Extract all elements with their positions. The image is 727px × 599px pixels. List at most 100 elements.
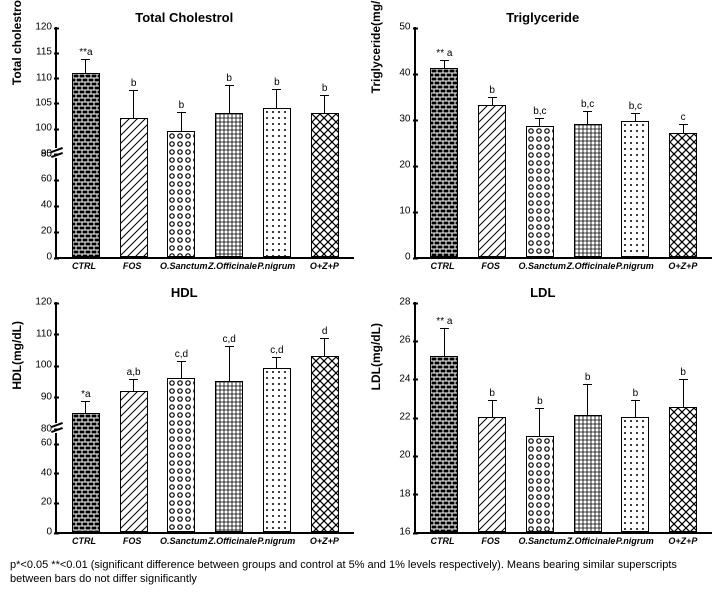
bars-area: *aa,bc,dc,dc,dd: [57, 302, 354, 532]
bar-wrap: d: [305, 302, 345, 532]
bar-wrap: b: [568, 302, 608, 532]
bar-wrap: b: [114, 27, 154, 257]
error-bar: [635, 400, 636, 419]
bar: [526, 436, 554, 532]
y-tick: 40: [381, 68, 411, 79]
y-tick: 60: [22, 174, 52, 185]
bar-annotation: ** a: [436, 48, 452, 59]
x-label: CTRL: [422, 261, 462, 271]
bar-annotation: b: [226, 73, 232, 84]
bar: [430, 68, 458, 257]
error-bar: [133, 90, 134, 120]
bar: [478, 105, 506, 257]
x-label: O.Sanctum: [519, 536, 559, 546]
y-tick: 24: [381, 373, 411, 384]
error-bar: [324, 338, 325, 357]
bar-wrap: a,b: [114, 302, 154, 532]
bar-annotation: b: [633, 388, 639, 399]
x-label: FOS: [112, 261, 152, 271]
bar-wrap: b: [472, 27, 512, 257]
x-label: O+Z+P: [304, 261, 344, 271]
bar: [478, 417, 506, 532]
y-ticks: 01020304050: [381, 27, 411, 257]
error-bar: [276, 89, 277, 109]
x-label: FOS: [470, 536, 510, 546]
y-tick: 100: [22, 123, 52, 134]
bar-wrap: b: [257, 27, 297, 257]
y-tick: 18: [381, 488, 411, 499]
chart-title: Triglyceride: [369, 10, 718, 25]
bar: [430, 356, 458, 532]
x-label: P.nigrum: [615, 261, 655, 271]
chart-body: HDL(mg/dL)02040608090100110120*aa,bc,dc,…: [55, 302, 354, 534]
bar: [669, 407, 697, 532]
bar-annotation: a,b: [127, 367, 141, 378]
error-bar: [539, 408, 540, 439]
bar: [526, 126, 554, 257]
bar-wrap: b: [209, 27, 249, 257]
bar-wrap: c,d: [209, 302, 249, 532]
bar-wrap: ** a: [424, 27, 464, 257]
bar-wrap: b: [520, 302, 560, 532]
bar-wrap: b,c: [520, 27, 560, 257]
bar: [120, 118, 148, 257]
y-tick: 22: [381, 412, 411, 423]
error-bar: [324, 95, 325, 115]
x-label: P.nigrum: [615, 536, 655, 546]
x-label: O+Z+P: [304, 536, 344, 546]
bars-area: ** a b b,c b,c b,c c: [416, 27, 713, 257]
y-tick: 100: [22, 360, 52, 371]
bar: [215, 381, 243, 532]
y-tick: 80: [22, 423, 52, 434]
bars-area: **abbbbb: [57, 27, 354, 257]
chart-body: LDL(mg/dL)16182022242628** abbbbb: [414, 302, 713, 534]
bar-wrap: *a: [66, 302, 106, 532]
y-tick: 20: [381, 450, 411, 461]
y-tick: 95: [22, 148, 52, 159]
chart-body: Total cholestrol mg/dL020406080951001051…: [55, 27, 354, 259]
bar-annotation: b: [131, 78, 137, 89]
bar-annotation: c,d: [270, 345, 283, 356]
bar: [120, 391, 148, 532]
bar-wrap: b: [663, 302, 703, 532]
y-tick: 40: [22, 467, 52, 478]
bar: [72, 73, 100, 257]
y-tick: 30: [381, 114, 411, 125]
x-label: Z.Officinale: [567, 536, 607, 546]
bar: [311, 356, 339, 532]
bar-wrap: b,c: [568, 27, 608, 257]
y-tick: 20: [22, 497, 52, 508]
bar: [263, 108, 291, 257]
y-tick: 40: [22, 200, 52, 211]
chart-panel: TriglycerideTriglyceride(mg/dL)010203040…: [369, 10, 718, 275]
bar-annotation: b: [489, 85, 495, 96]
x-labels: CTRLFOSO.SanctumZ.OfficinaleP.nigrumO+Z+…: [414, 534, 713, 546]
bar-annotation: b: [585, 372, 591, 383]
bar-wrap: c: [663, 27, 703, 257]
error-bar: [444, 328, 445, 359]
y-tick: 26: [381, 335, 411, 346]
bar-annotation: b,c: [629, 101, 642, 112]
y-tick: 105: [22, 97, 52, 108]
x-label: O+Z+P: [663, 536, 703, 546]
bar-annotation: b,c: [533, 106, 546, 117]
x-label: FOS: [470, 261, 510, 271]
bar-annotation: c: [681, 112, 686, 123]
y-tick: 10: [381, 206, 411, 217]
bar-annotation: b: [322, 83, 328, 94]
bar-annotation: d: [322, 326, 328, 337]
x-label: Z.Officinale: [567, 261, 607, 271]
bar-wrap: b: [472, 302, 512, 532]
x-label: O.Sanctum: [160, 536, 200, 546]
error-bar: [683, 379, 684, 410]
bar: [621, 121, 649, 257]
x-labels: CTRLFOSO.SanctumZ.OfficinaleP.nigrumO+Z+…: [414, 259, 713, 271]
bar-annotation: ** a: [436, 316, 452, 327]
bar-annotation: *a: [81, 389, 90, 400]
x-labels: CTRLFOSO.SanctumZ.OfficinaleP.nigrumO+Z+…: [55, 259, 354, 271]
x-label: P.nigrum: [256, 536, 296, 546]
y-ticks: 16182022242628: [381, 302, 411, 532]
x-label: CTRL: [64, 261, 104, 271]
y-tick: 16: [381, 527, 411, 538]
bar-wrap: b: [615, 302, 655, 532]
